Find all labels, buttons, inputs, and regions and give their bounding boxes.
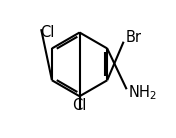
Text: Cl: Cl bbox=[40, 25, 55, 40]
Text: Br: Br bbox=[125, 30, 141, 45]
Text: NH$_2$: NH$_2$ bbox=[128, 84, 158, 102]
Text: Cl: Cl bbox=[72, 98, 87, 113]
